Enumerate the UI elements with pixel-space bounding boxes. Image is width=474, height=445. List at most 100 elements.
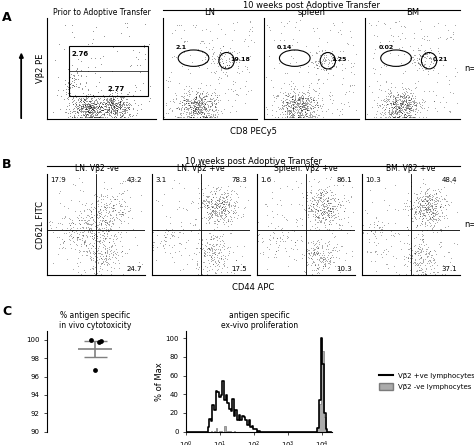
Point (64, 94, 72, 101)
Point (295, 69, 302, 76)
Point (327, 207, 335, 214)
Point (204, 203, 211, 210)
Point (266, 231, 274, 239)
Point (94, 203, 102, 210)
Point (233, 243, 241, 250)
Point (218, 184, 225, 191)
Point (398, 43, 406, 50)
Point (294, 114, 301, 121)
Point (347, 63, 355, 70)
Point (195, 109, 203, 116)
Point (79, 94, 87, 101)
Point (422, 205, 430, 212)
Point (418, 219, 425, 226)
Point (185, 101, 193, 109)
Point (328, 62, 336, 69)
Point (219, 237, 227, 244)
Point (108, 193, 116, 200)
Point (89, 228, 96, 235)
Point (374, 103, 382, 110)
Point (81, 97, 88, 104)
Point (94, 198, 102, 205)
Point (211, 258, 219, 265)
Point (210, 204, 218, 211)
Point (402, 104, 410, 111)
Point (93, 256, 100, 263)
Point (96, 100, 103, 107)
Point (217, 208, 225, 215)
Point (194, 110, 201, 117)
Point (313, 206, 321, 213)
Point (73, 108, 81, 115)
Point (196, 114, 204, 121)
Point (411, 85, 419, 92)
Point (79, 187, 87, 194)
Point (392, 93, 400, 101)
Point (322, 263, 329, 270)
Point (208, 201, 215, 208)
Point (49, 109, 57, 116)
Point (321, 222, 328, 229)
Point (170, 258, 178, 265)
Point (436, 203, 444, 210)
Point (84, 244, 91, 251)
Point (100, 217, 107, 224)
Point (226, 247, 233, 255)
Point (301, 105, 308, 113)
Point (290, 93, 297, 100)
Point (182, 108, 190, 115)
Point (321, 255, 328, 263)
Point (89, 234, 96, 241)
Point (202, 51, 210, 58)
Point (79, 223, 87, 231)
Point (116, 103, 124, 110)
Point (73, 235, 81, 242)
Point (99, 193, 107, 200)
Point (80, 103, 87, 110)
Point (424, 196, 431, 203)
Point (123, 20, 131, 27)
Point (309, 251, 317, 258)
Point (405, 111, 412, 118)
Point (310, 63, 318, 70)
Point (299, 105, 307, 112)
Point (271, 114, 278, 121)
Point (319, 256, 327, 263)
Point (212, 270, 219, 277)
Point (278, 105, 285, 112)
Point (92, 109, 100, 116)
Point (106, 195, 114, 202)
Point (317, 191, 325, 198)
Point (386, 108, 393, 115)
Point (98, 99, 106, 106)
Point (302, 109, 310, 117)
Point (115, 101, 122, 109)
Point (146, 40, 153, 47)
Title: LN: Vβ2 -ve: LN: Vβ2 -ve (74, 165, 118, 174)
Point (309, 195, 316, 202)
Point (87, 109, 95, 116)
Point (451, 21, 458, 28)
Point (230, 214, 237, 221)
Point (91, 211, 98, 218)
Point (279, 110, 287, 117)
Point (405, 110, 412, 117)
Point (119, 111, 127, 118)
Point (206, 114, 214, 121)
Point (205, 215, 212, 222)
Point (303, 102, 310, 109)
Point (411, 208, 419, 215)
Point (288, 111, 295, 118)
Point (322, 190, 329, 197)
Point (77, 207, 84, 214)
Point (304, 68, 312, 75)
Point (192, 105, 200, 113)
Point (190, 106, 197, 113)
Point (91, 230, 99, 237)
Point (308, 249, 315, 256)
Point (230, 47, 237, 54)
Point (95, 229, 103, 236)
Point (300, 113, 308, 120)
Point (292, 99, 299, 106)
Point (437, 189, 444, 196)
